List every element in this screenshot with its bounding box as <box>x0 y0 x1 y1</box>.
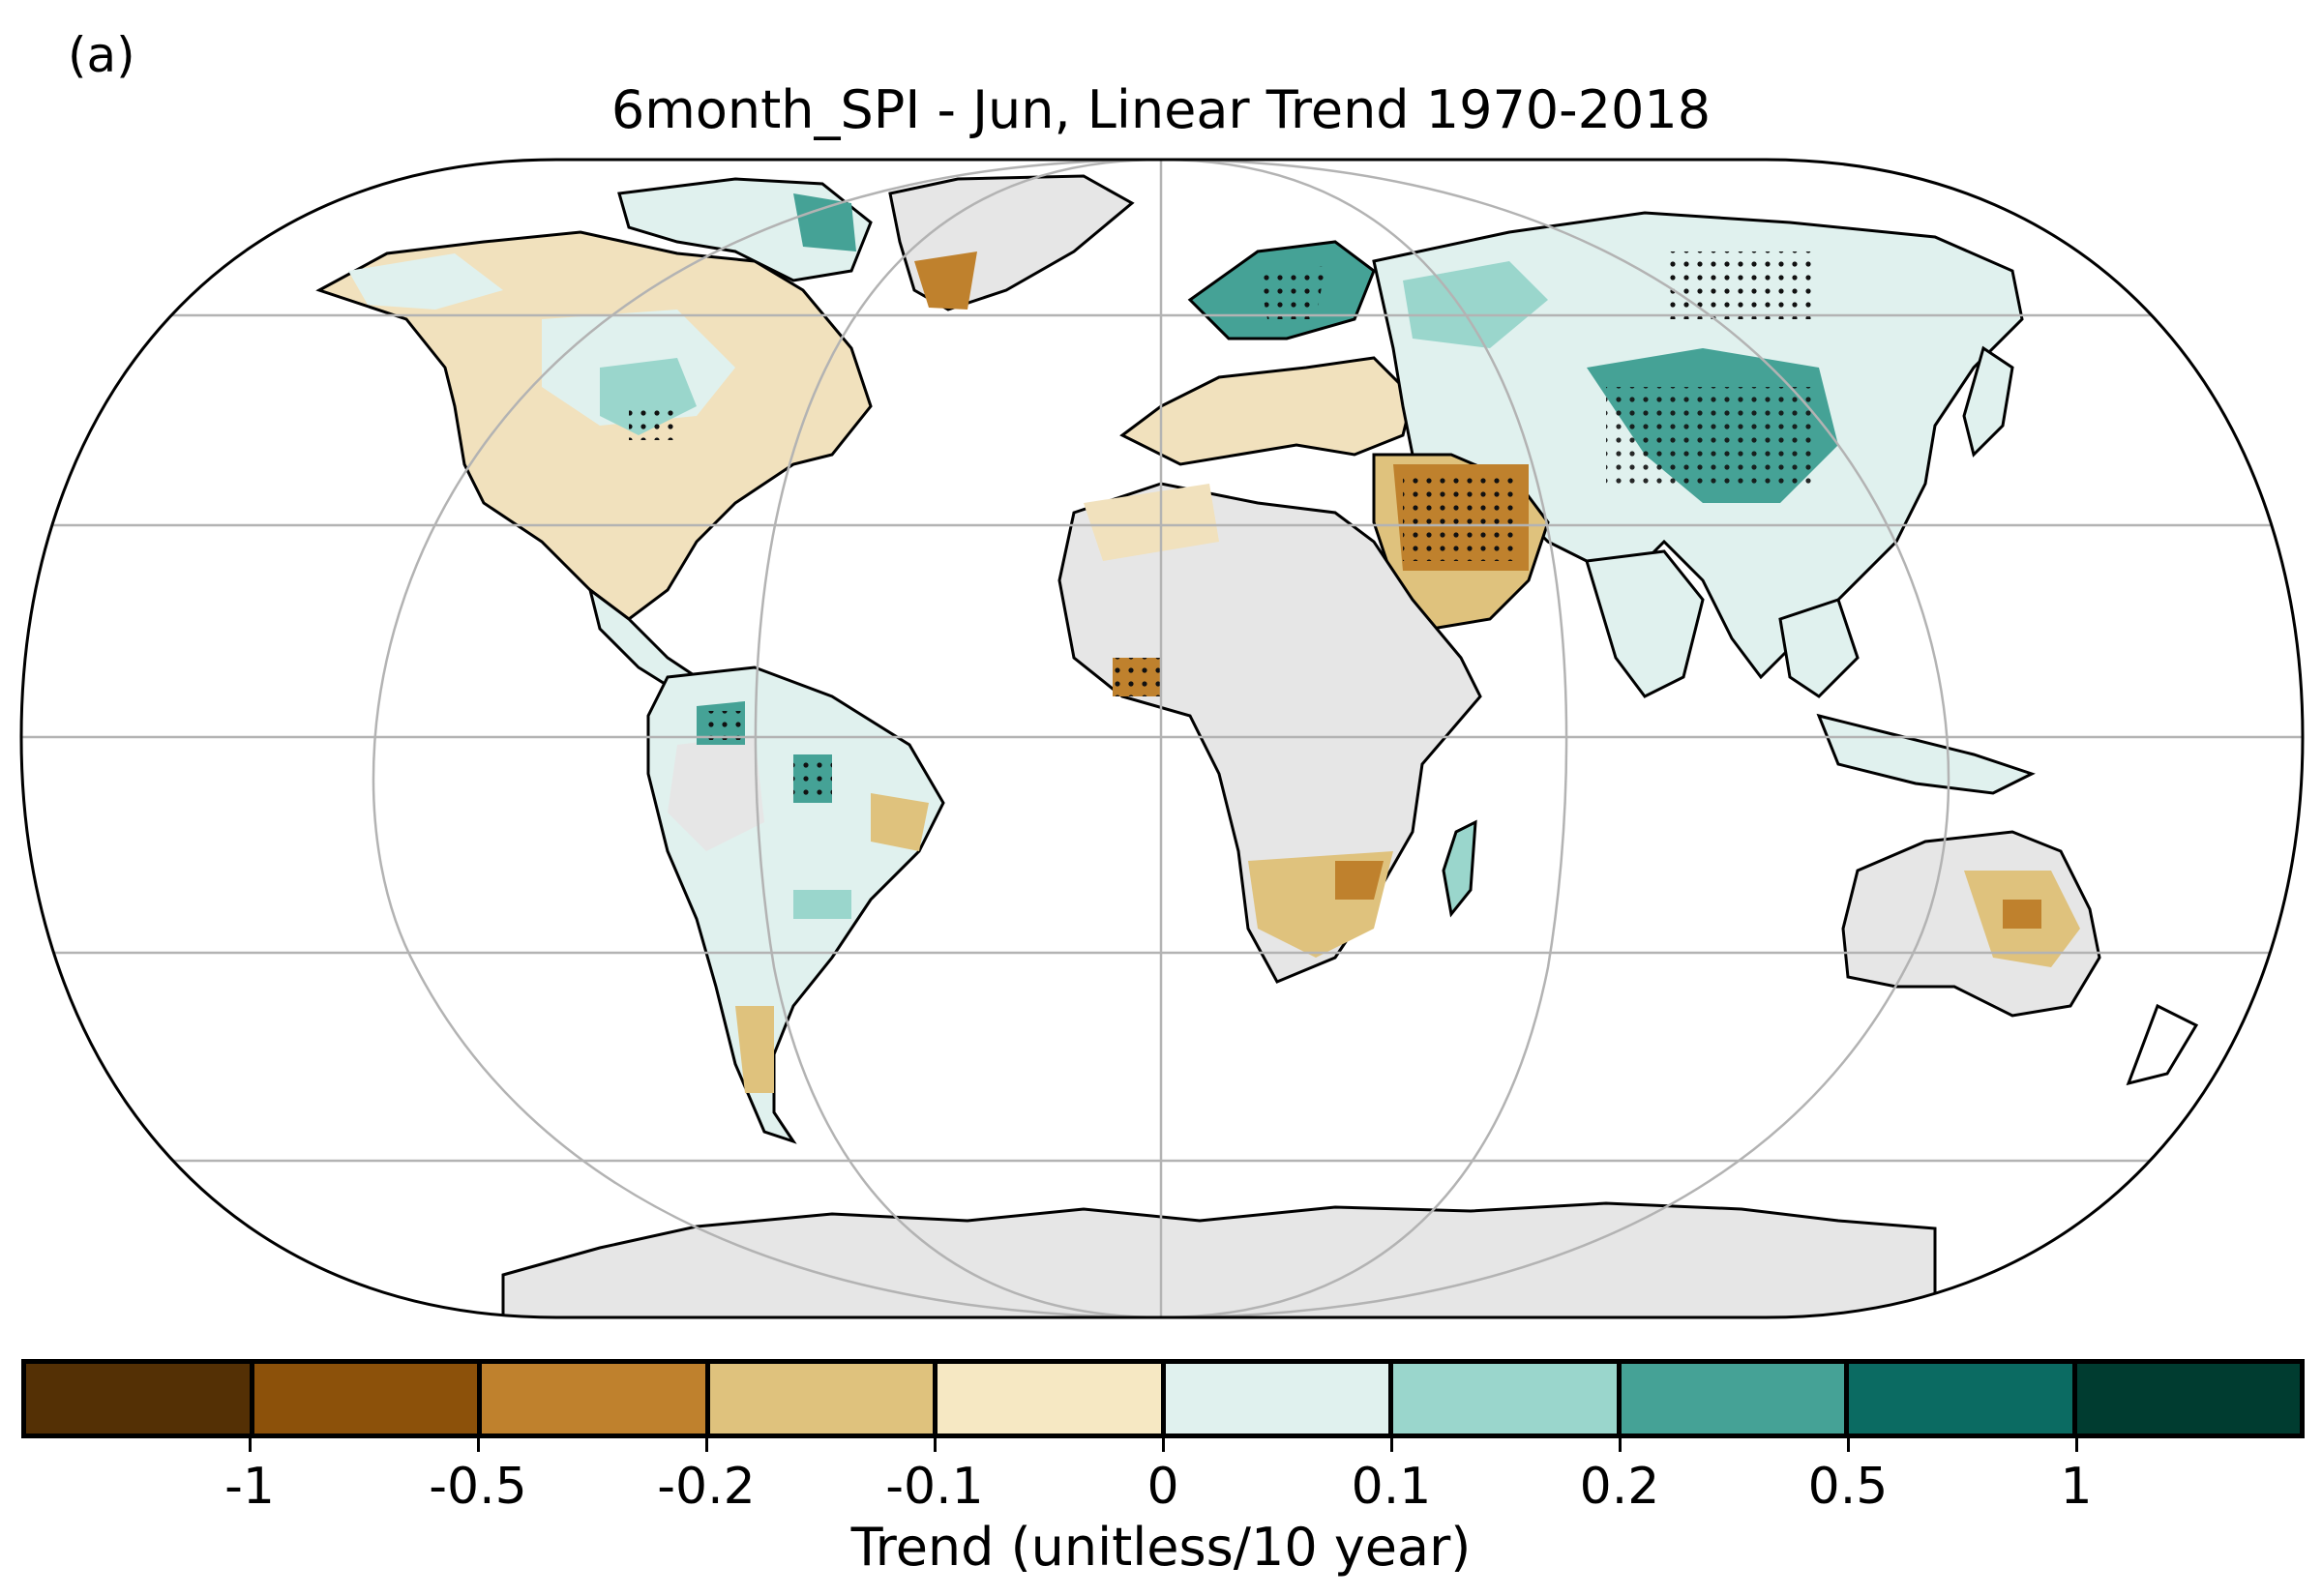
colorbar-swatch <box>2076 1364 2300 1433</box>
map-title: 6month_SPI - Jun, Linear Trend 1970-2018 <box>610 79 1712 140</box>
colorbar-ticks: -1 -0.5 -0.2 -0.1 0 0.1 0.2 0.5 1 <box>0 1438 2322 1535</box>
europe <box>1119 356 1414 466</box>
colorbar-tick <box>477 1438 480 1452</box>
map-body <box>21 160 2303 1317</box>
colorbar-tick-label: -0.2 <box>657 1458 756 1516</box>
world-map <box>19 158 2305 1319</box>
colorbar-swatch <box>938 1364 1166 1433</box>
panel-label: (a) <box>68 27 135 83</box>
new-zealand <box>2126 1003 2199 1086</box>
colorbar-tick <box>249 1438 252 1452</box>
colorbar-tick <box>934 1438 937 1452</box>
colorbar-swatch <box>709 1364 938 1433</box>
colorbar-swatch <box>1849 1364 2077 1433</box>
japan <box>1962 345 2014 458</box>
colorbar-tick-label: 0.2 <box>1579 1458 1660 1516</box>
southeast-asia <box>1778 598 1860 698</box>
colorbar-tick <box>705 1438 708 1452</box>
colorbar-tick-label: 0 <box>1146 1458 1179 1516</box>
antarctica <box>501 1201 1937 1317</box>
colorbar <box>21 1359 2305 1438</box>
colorbar-tick-label: -0.1 <box>885 1458 984 1516</box>
colorbar-swatch <box>26 1364 254 1433</box>
colorbar-swatch <box>1621 1364 1849 1433</box>
colorbar-swatch <box>253 1364 482 1433</box>
india <box>1585 549 1705 698</box>
north-america <box>315 230 873 621</box>
colorbar-swatch <box>1393 1364 1622 1433</box>
colorbar-tick-label: 1 <box>2060 1458 2093 1516</box>
colorbar-tick <box>1847 1438 1850 1452</box>
colorbar-label: Trend (unitless/10 year) <box>850 1517 1472 1578</box>
indonesia <box>1816 713 2036 795</box>
madagascar <box>1442 819 1477 918</box>
colorbar-swatch <box>482 1364 710 1433</box>
colorbar-swatch <box>1165 1364 1393 1433</box>
gridlines <box>21 160 2303 1317</box>
colorbar-tick <box>1619 1438 1622 1452</box>
colorbar-tick-label: 0.5 <box>1807 1458 1889 1516</box>
colorbar-tick <box>1390 1438 1393 1452</box>
colorbar-tick <box>1162 1438 1165 1452</box>
colorbar-tick-label: -1 <box>224 1458 275 1516</box>
colorbar-tick-label: 0.1 <box>1351 1458 1432 1516</box>
colorbar-tick <box>2075 1438 2078 1452</box>
globe-outline <box>19 158 2305 1319</box>
colorbar-tick-label: -0.5 <box>429 1458 527 1516</box>
